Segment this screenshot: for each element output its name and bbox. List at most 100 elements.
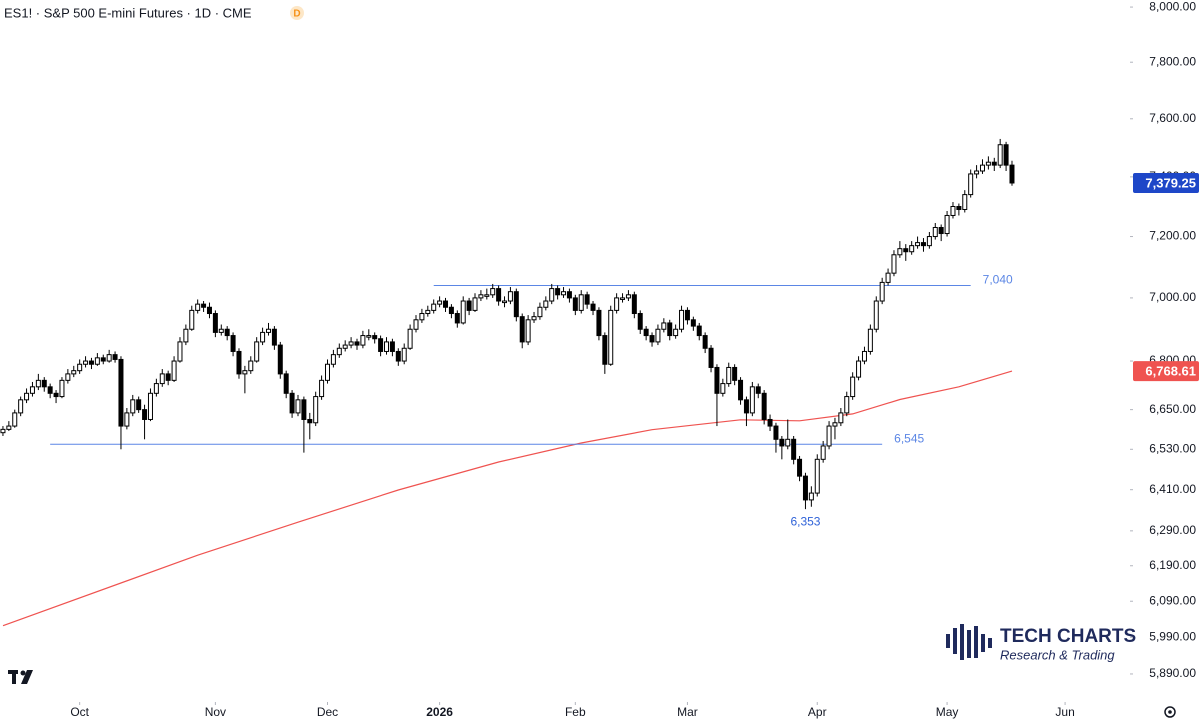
candle-body: [94, 357, 100, 365]
candle-body: [431, 303, 437, 311]
candle-body: [844, 396, 850, 414]
candle-body: [643, 328, 649, 337]
candle-body: [944, 214, 950, 235]
x-tick-label: May: [936, 705, 959, 719]
candle-body: [590, 303, 596, 311]
candle-body: [24, 392, 30, 401]
x-tick-label: 2026: [426, 705, 453, 719]
candle-body: [808, 492, 814, 501]
y-tick-label: 6,530.00: [1149, 441, 1196, 455]
candle-body: [838, 412, 844, 424]
candle-body: [437, 300, 443, 305]
candle-body: [165, 373, 171, 381]
candle-body: [472, 297, 478, 311]
candle-body: [448, 306, 454, 315]
candle-body: [112, 354, 118, 360]
candle-body: [566, 291, 572, 299]
price-tag-label: 7,379.25: [1145, 175, 1196, 190]
candle-body: [702, 335, 708, 349]
candle-body: [12, 412, 18, 427]
candle-body: [979, 164, 985, 172]
y-tick-label: 7,600.00: [1149, 111, 1196, 125]
candle-body: [832, 422, 838, 427]
candle-body: [142, 409, 148, 420]
candle-body: [962, 194, 968, 210]
candle-body: [537, 306, 543, 318]
candle-body: [785, 438, 791, 447]
candle-body: [47, 386, 53, 394]
candle-body: [242, 370, 248, 375]
candle-body: [65, 373, 71, 381]
candle-body: [850, 376, 856, 398]
candle-body: [738, 379, 744, 401]
candle-body: [820, 445, 826, 460]
candle-body: [419, 313, 425, 321]
candle-body: [348, 341, 354, 346]
candle-body: [29, 386, 35, 394]
candle-body: [661, 322, 667, 330]
candle-body: [159, 373, 165, 385]
candle-body: [507, 291, 513, 302]
candle-body: [531, 316, 537, 321]
candle-body: [891, 254, 897, 274]
y-tick-label: 6,650.00: [1149, 402, 1196, 416]
candle-body: [77, 363, 83, 372]
candle-body: [773, 425, 779, 440]
candle-body: [59, 379, 65, 398]
candle-body: [153, 383, 159, 394]
candle-body: [88, 360, 94, 365]
candle-body: [354, 341, 360, 346]
candle-body: [1003, 144, 1009, 166]
candle-body: [561, 291, 567, 296]
candle-body: [83, 360, 89, 365]
candle-body: [360, 335, 366, 346]
settings-icon[interactable]: [1164, 706, 1176, 718]
candle-body: [625, 294, 631, 299]
candle-body: [909, 245, 915, 253]
candle-body: [513, 291, 519, 318]
candle-body: [177, 341, 183, 362]
candle-body: [885, 272, 891, 283]
candle-body: [289, 392, 295, 414]
candle-body: [218, 328, 224, 333]
y-tick-label: 6,190.00: [1149, 558, 1196, 572]
candle-body: [956, 206, 962, 210]
candle-body: [732, 366, 738, 381]
candle-body: [755, 386, 761, 394]
candle-body: [631, 294, 637, 315]
tv-logo: [8, 670, 33, 684]
candle-body: [797, 458, 803, 477]
candle-body: [6, 425, 12, 430]
y-tick-label: 7,200.00: [1149, 229, 1196, 243]
candle-body: [301, 399, 307, 420]
candle-body: [395, 350, 401, 362]
candle-body: [201, 303, 207, 308]
candle-body: [968, 173, 974, 196]
candle-body: [324, 363, 330, 381]
candle-body: [41, 379, 47, 388]
candle-body: [271, 328, 277, 346]
candle-body: [118, 358, 124, 427]
candle-body: [260, 331, 266, 343]
candle-body: [502, 300, 508, 304]
candle-body: [224, 328, 230, 337]
candle-body: [938, 226, 944, 235]
watermark-name: TECH CHARTS: [1000, 626, 1136, 647]
candle-body: [814, 458, 820, 494]
candle-body: [330, 354, 336, 365]
y-tick-label: 6,290.00: [1149, 523, 1196, 537]
y-tick-label: 5,990.00: [1149, 629, 1196, 643]
candle-body: [578, 294, 584, 311]
candle-body: [549, 288, 555, 302]
candle-body: [401, 347, 407, 362]
candle-body: [637, 313, 643, 330]
candle-body: [130, 399, 136, 414]
candle-body: [124, 412, 130, 427]
candle-body: [997, 144, 1003, 166]
candle-body: [779, 438, 785, 447]
candle-body: [0, 428, 6, 434]
price-tag: [1133, 361, 1199, 382]
candle-body: [212, 313, 218, 333]
x-tick-label: Nov: [205, 705, 226, 719]
watermark-tagline: Research & Trading: [1000, 647, 1115, 662]
